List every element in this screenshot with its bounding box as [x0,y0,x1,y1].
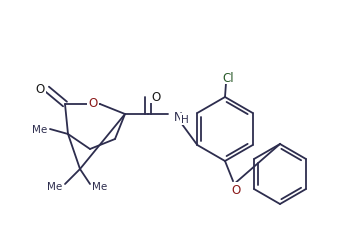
Text: Me: Me [92,181,108,191]
Text: Me: Me [48,181,63,191]
Text: N: N [174,110,182,123]
Text: H: H [181,115,189,124]
Text: O: O [35,82,44,95]
Text: O: O [152,90,161,103]
Text: O: O [88,96,97,109]
Text: Cl: Cl [222,71,234,84]
Text: O: O [232,183,241,196]
Text: Me: Me [32,124,48,135]
